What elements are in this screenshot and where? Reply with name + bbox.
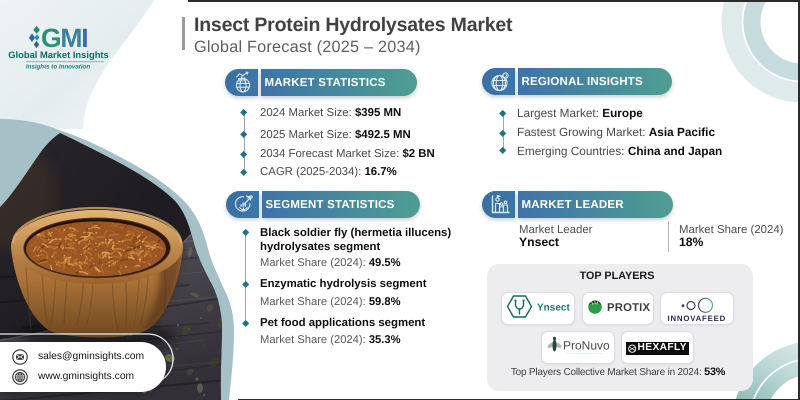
svg-text:Insights to Innovation: Insights to Innovation <box>26 64 90 71</box>
svg-text:Global Market Insights: Global Market Insights <box>8 49 109 60</box>
svg-text:GMI: GMI <box>41 23 87 53</box>
svg-text:PROTIX: PROTIX <box>607 302 651 314</box>
svg-text:Ynsect: Ynsect <box>537 303 570 314</box>
svg-text:ProNuvo: ProNuvo <box>563 338 610 352</box>
svg-text:INNOVAFEED: INNOVAFEED <box>668 314 727 323</box>
